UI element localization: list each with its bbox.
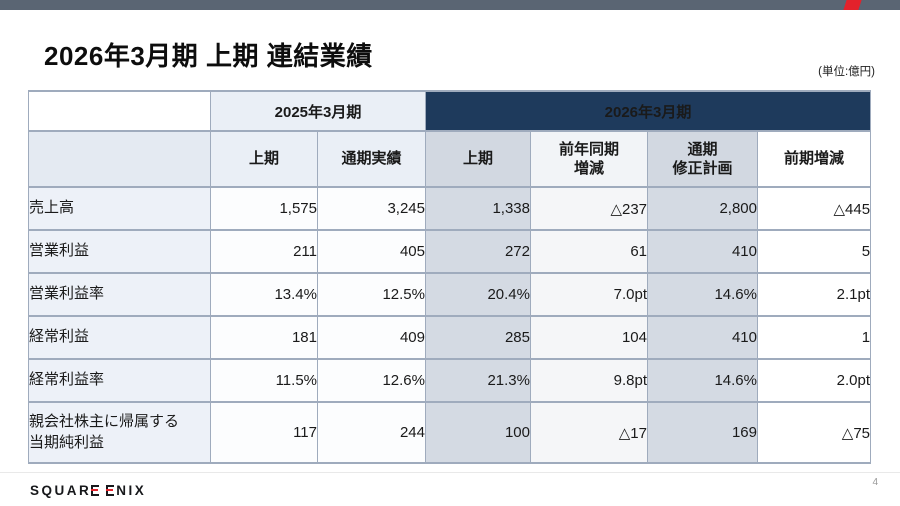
cell-value: 61	[530, 229, 648, 274]
cell-value: 244	[317, 401, 426, 464]
column-header-text: 増減	[573, 160, 604, 177]
column-header-text: 修正計画	[672, 160, 733, 177]
table-row-operating-margin: 営業利益率 13.4% 12.5% 20.4% 7.0pt 14.6% 2.1p…	[28, 272, 872, 317]
cell-value: 11.5%	[210, 358, 318, 403]
column-header-h1-2025: 上期	[210, 130, 318, 188]
column-header-revised-plan: 通期 修正計画	[647, 130, 758, 188]
table-row-operating-income: 営業利益 211 405 272 61 410 5	[28, 229, 872, 274]
cell-value: 410	[647, 229, 758, 274]
table-group-header-row: 2025年3月期 2026年3月期	[28, 90, 872, 132]
column-header-yoy-change: 前年同期 増減	[530, 130, 648, 188]
cell-value: 272	[425, 229, 531, 274]
table-row-net-sales: 売上高 1,575 3,245 1,338 △237 2,800 △445	[28, 186, 872, 231]
cell-value: 3,245	[317, 186, 426, 231]
column-header-text: 前期増減	[784, 150, 845, 168]
cell-value: 13.4%	[210, 272, 318, 317]
column-header-text: 通期	[687, 140, 718, 158]
group-header-fy2025: 2025年3月期	[210, 90, 426, 132]
row-label-header-cell	[28, 130, 211, 188]
row-label: 営業利益	[28, 229, 211, 274]
group-header-fy2026: 2026年3月期	[424, 90, 872, 132]
cell-value: △237	[530, 186, 648, 231]
square-enix-logo: SQUAR NIX	[30, 483, 146, 498]
column-header-text: 前年同期	[558, 140, 619, 158]
logo-text-squar: SQUAR	[30, 483, 92, 498]
cell-value: △17	[530, 401, 648, 464]
row-label: 経常利益率	[28, 358, 211, 403]
cell-value: 12.6%	[317, 358, 426, 403]
cell-value: 211	[210, 229, 318, 274]
table-row-ordinary-margin: 経常利益率 11.5% 12.6% 21.3% 9.8pt 14.6% 2.0p…	[28, 358, 872, 403]
table-row-ordinary-income: 経常利益 181 409 285 104 410 1	[28, 315, 872, 360]
row-label-line2: 当期純利益	[29, 433, 105, 451]
logo-text-nix: NIX	[116, 483, 147, 498]
top-accent-bar	[0, 0, 900, 10]
cell-value: 5	[756, 229, 872, 274]
cell-value: 285	[425, 315, 531, 360]
logo-letter-e-icon	[105, 485, 114, 496]
cell-value: 169	[647, 401, 758, 464]
cell-value: 12.5%	[317, 272, 426, 317]
cell-value: 9.8pt	[530, 358, 648, 403]
cell-value: 2,800	[647, 186, 758, 231]
cell-value: 14.6%	[647, 272, 758, 317]
cell-value: 104	[530, 315, 648, 360]
cell-value: △75	[756, 401, 872, 464]
row-label: 親会社株主に帰属する 当期純利益	[28, 401, 211, 464]
row-label: 売上高	[28, 186, 211, 231]
cell-value: 2.0pt	[756, 358, 872, 403]
column-header-fullyear-2025: 通期実績	[317, 130, 426, 188]
slide-title: 2026年3月期 上期 連結業績	[44, 41, 373, 72]
row-label: 営業利益率	[28, 272, 211, 317]
column-header-text: 通期実績	[341, 150, 402, 168]
cell-value: 409	[317, 315, 426, 360]
cell-value: 181	[210, 315, 318, 360]
row-label-line1: 親会社株主に帰属する	[29, 413, 180, 431]
cell-value: 1,338	[425, 186, 531, 231]
cell-value: 14.6%	[647, 358, 758, 403]
page-number: 4	[872, 477, 878, 488]
red-slash-accent	[843, 0, 862, 10]
header-spacer-cell	[28, 90, 211, 132]
cell-value: 20.4%	[425, 272, 531, 317]
cell-value: 100	[425, 401, 531, 464]
table-column-header-row: 上期 通期実績 上期 前年同期 増減 通期 修正計画 前期増減	[28, 130, 872, 188]
column-header-text: 上期	[248, 150, 279, 168]
cell-value: 410	[647, 315, 758, 360]
logo-letter-e-icon	[91, 485, 100, 496]
cell-value: 405	[317, 229, 426, 274]
column-header-h1-2026: 上期	[425, 130, 531, 188]
cell-value: 1,575	[210, 186, 318, 231]
cell-value: △445	[756, 186, 872, 231]
row-label: 経常利益	[28, 315, 211, 360]
consolidated-results-table: 2025年3月期 2026年3月期 上期 通期実績 上期 前年同期 増減 通期	[28, 90, 872, 464]
footer-divider	[0, 472, 900, 473]
column-header-prior-change: 前期増減	[756, 130, 872, 188]
table-row-net-income: 親会社株主に帰属する 当期純利益 117 244 100 △17 169 △75	[28, 401, 872, 464]
cell-value: 117	[210, 401, 318, 464]
cell-value: 21.3%	[425, 358, 531, 403]
cell-value: 2.1pt	[756, 272, 872, 317]
unit-note: (単位:億円)	[818, 66, 875, 78]
cell-value: 1	[756, 315, 872, 360]
cell-value: 7.0pt	[530, 272, 648, 317]
column-header-text: 上期	[462, 150, 493, 168]
